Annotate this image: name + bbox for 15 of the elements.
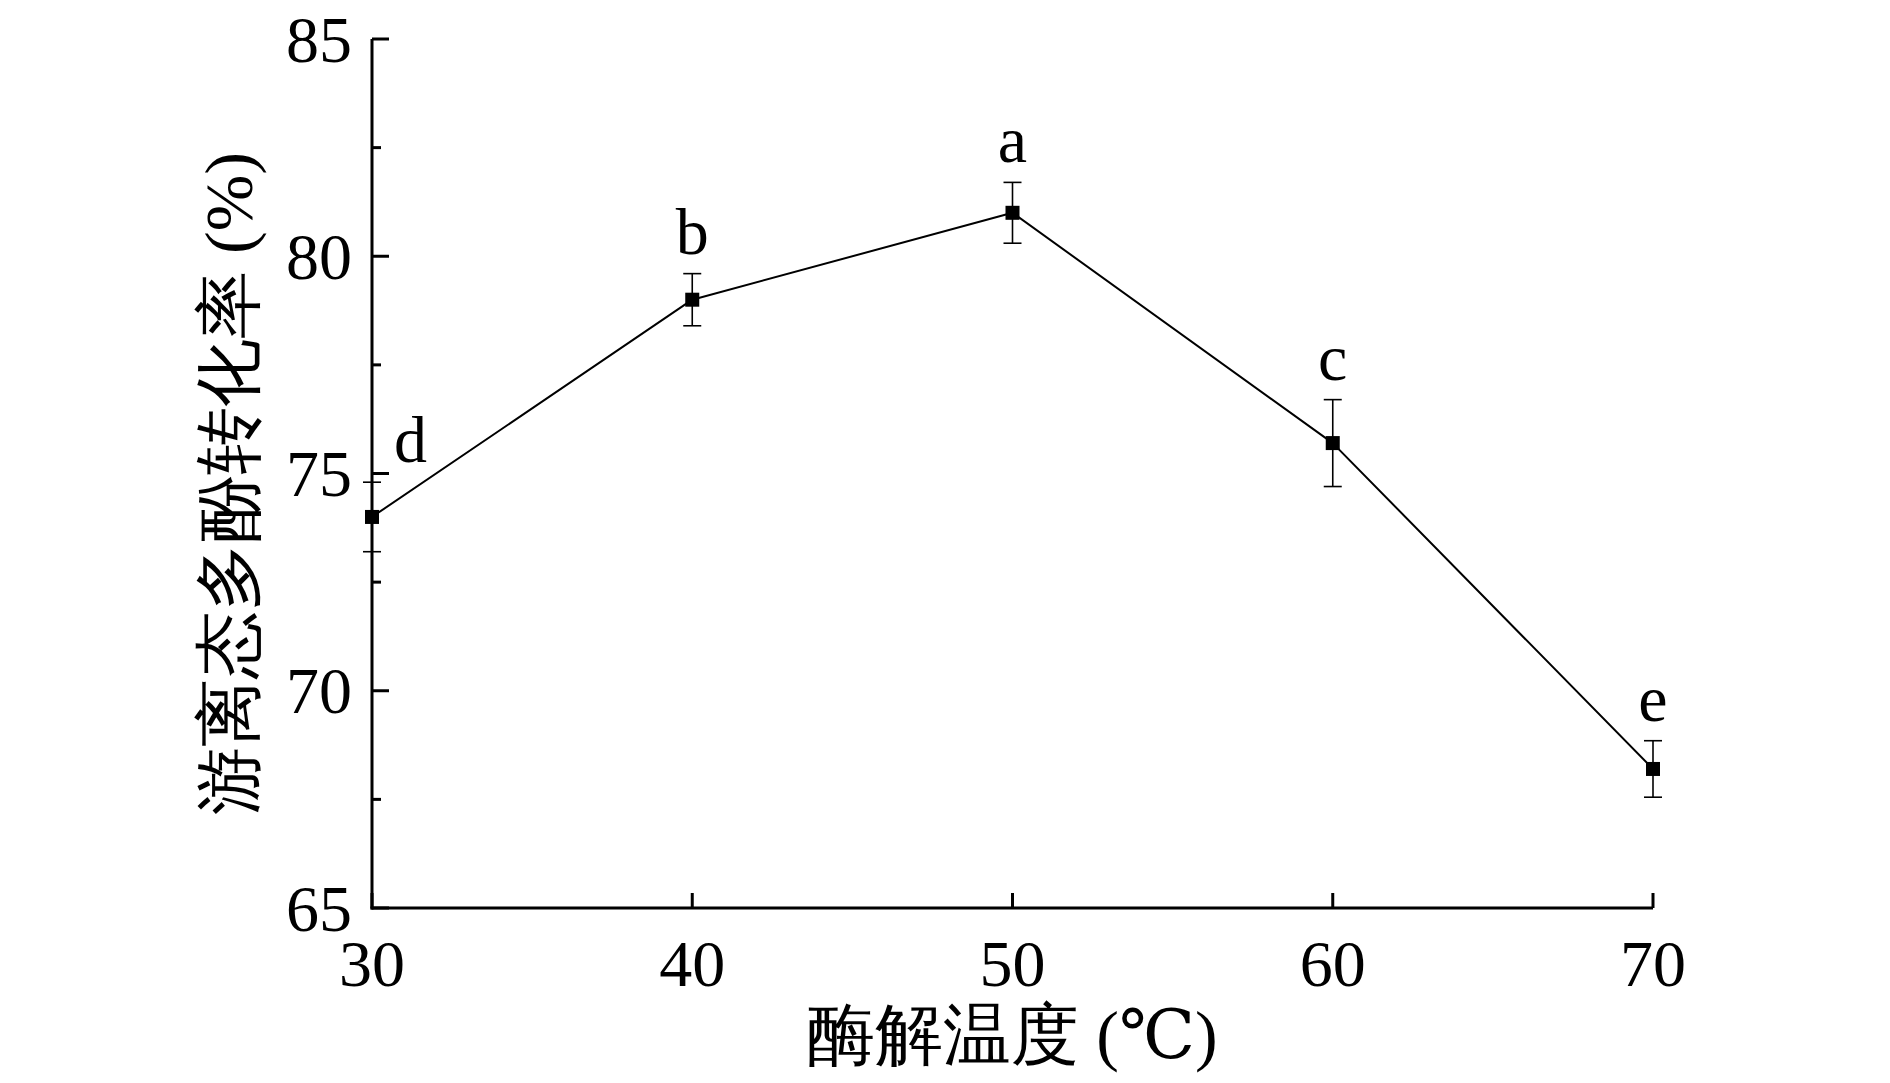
y-tick-label: 70 xyxy=(286,654,352,728)
y-tick-label: 80 xyxy=(286,219,352,293)
x-tick-label: 40 xyxy=(659,927,726,1000)
annotation: d xyxy=(394,403,427,477)
annotation: b xyxy=(675,194,709,268)
y-axis-title: 游离态多酚转化率 (%) xyxy=(191,152,267,815)
y-tick-label: 75 xyxy=(286,437,352,510)
annotation: e xyxy=(1638,661,1668,735)
annotation: c xyxy=(1318,320,1348,394)
x-tick-label: 60 xyxy=(1299,927,1366,1000)
y-tick-label: 85 xyxy=(286,2,352,76)
x-tick-label: 50 xyxy=(979,927,1046,1000)
x-axis-title: 酶解温度 (℃) xyxy=(807,997,1218,1073)
annotation: a xyxy=(997,103,1028,177)
x-tick-label: 70 xyxy=(1620,927,1686,1000)
